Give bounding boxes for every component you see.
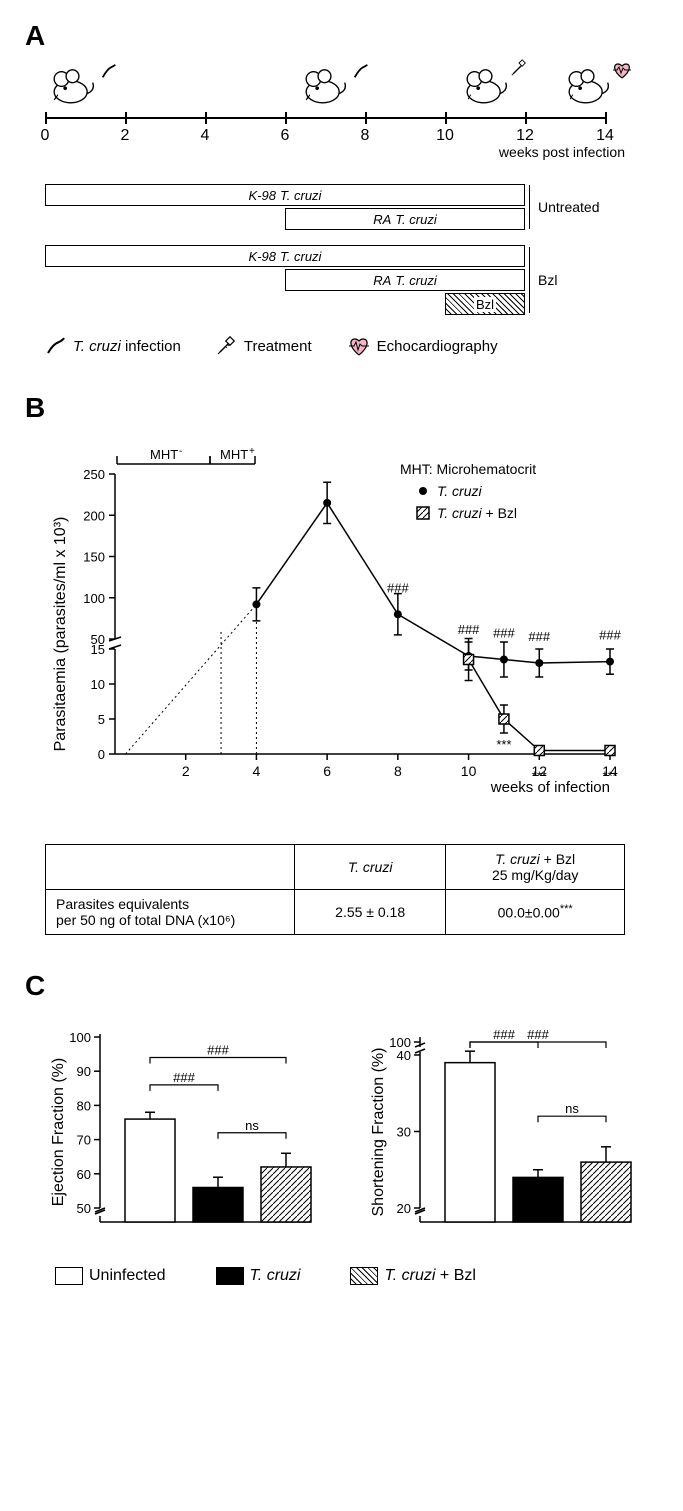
panel-a-legend: T. cruzi infection Treatment Echocardiog…	[45, 335, 645, 357]
legend-infection: T. cruzi infection	[45, 336, 181, 356]
svg-text:60: 60	[77, 1167, 91, 1182]
svg-text:80: 80	[77, 1098, 91, 1113]
mice-row	[55, 62, 615, 107]
svg-text:100: 100	[83, 591, 105, 606]
svg-text:###: ###	[493, 1027, 515, 1042]
shortening-fraction-chart: Shortening Fraction (%) 20 30 40100 ### ###…	[365, 1012, 645, 1247]
svg-text:***: ***	[532, 769, 547, 784]
svg-text:6: 6	[323, 763, 331, 779]
svg-text:###: ###	[527, 1027, 549, 1042]
heart-icon	[611, 59, 633, 81]
parasite-table: T. cruzi T. cruzi + Bzl25 mg/Kg/day Para…	[45, 844, 625, 935]
legend-tcruzi: T. cruzi	[216, 1267, 301, 1285]
protocol-untreated: K-98 T. cruzi RA T. cruzi Untreated	[45, 184, 645, 230]
svg-text:T. cruzi: T. cruzi	[437, 483, 482, 499]
svg-text:###: ###	[458, 622, 480, 637]
ejection-fraction-chart: Ejection Fraction (%) 50 60 70 80 90 100 ### #…	[45, 1012, 325, 1247]
svg-text:***: ***	[496, 737, 511, 752]
svg-text:***: ***	[602, 769, 617, 784]
svg-text:15: 15	[91, 642, 105, 657]
mht-legend: MHT: Microhematocrit	[400, 461, 536, 477]
svg-text:T. cruzi + Bzl: T. cruzi + Bzl	[437, 505, 517, 521]
table-row-label: Parasites equivalentsper 50 ng of total …	[46, 890, 295, 935]
legend-treatment: Treatment	[216, 336, 312, 356]
svg-text:90: 90	[77, 1064, 91, 1079]
svg-text:5: 5	[98, 712, 105, 727]
parasitaemia-chart: MHT- MHT+ MHT: Microhematocrit T. cruzi …	[45, 434, 645, 819]
panel-b: B MHT- MHT+ MHT: Microhematocrit T. cruz…	[25, 392, 658, 935]
mouse-icon	[560, 62, 615, 107]
legend-echo: Echocardiography	[347, 335, 498, 357]
timeline-container: 02468101214 weeks post infection K-98 T.…	[45, 62, 645, 357]
table-header-bzl: T. cruzi + Bzl25 mg/Kg/day	[446, 845, 625, 890]
panel-b-label: B	[25, 392, 658, 424]
timeline-xlabel: weeks post infection	[499, 144, 625, 160]
table-val-bzl: 00.0±0.00***	[446, 890, 625, 935]
mouse-icon	[45, 62, 100, 107]
svg-text:ns: ns	[565, 1101, 579, 1116]
mouse-week10	[458, 62, 513, 107]
mouse-icon	[458, 62, 513, 107]
svg-text:200: 200	[83, 508, 105, 523]
panel-a: A	[25, 20, 658, 357]
legend-tcruzi-bzl: T. cruzi + Bzl	[350, 1267, 475, 1285]
mouse-week0	[45, 62, 100, 107]
svg-text:100: 100	[69, 1030, 91, 1045]
svg-text:+: +	[249, 446, 255, 457]
panel-a-label: A	[25, 20, 658, 52]
mouse-icon	[297, 62, 352, 107]
parasite-icon	[352, 62, 370, 80]
svg-text:###: ###	[207, 1043, 229, 1058]
svg-text:###: ###	[528, 629, 550, 644]
panel-c-legend: Uninfected T. cruzi T. cruzi + Bzl	[55, 1267, 658, 1285]
svg-text:50: 50	[77, 1201, 91, 1216]
svg-text:2: 2	[182, 763, 190, 779]
table-header-tcruzi: T. cruzi	[294, 845, 445, 890]
untreated-label: Untreated	[538, 199, 599, 215]
svg-text:8: 8	[394, 763, 402, 779]
svg-text:Ejection Fraction (%): Ejection Fraction (%)	[50, 1058, 67, 1207]
legend-uninfected: Uninfected	[55, 1267, 166, 1285]
svg-text:MHT: MHT	[150, 447, 178, 462]
timeline-axis: 02468101214 weeks post infection	[45, 112, 645, 142]
svg-text:10: 10	[461, 763, 477, 779]
line-chart-svg: MHT- MHT+ MHT: Microhematocrit T. cruzi …	[45, 434, 645, 814]
protocol-bzl: K-98 T. cruzi RA T. cruzi Bzl Bzl	[45, 245, 645, 315]
svg-text:###: ###	[493, 626, 515, 641]
svg-text:40: 40	[397, 1048, 411, 1063]
panel-c-label: C	[25, 970, 658, 1002]
svg-text:###: ###	[173, 1070, 195, 1085]
mouse-week6	[297, 62, 352, 107]
svg-text:100: 100	[389, 1035, 411, 1050]
panel-c-charts: Ejection Fraction (%) 50 60 70 80 90 100 ### #…	[45, 1012, 658, 1247]
syringe-icon	[216, 336, 238, 356]
heart-icon	[347, 335, 371, 357]
svg-text:###: ###	[387, 580, 409, 595]
svg-text:250: 250	[83, 467, 105, 482]
syringe-icon	[510, 59, 528, 77]
bzl-label: Bzl	[538, 272, 557, 288]
svg-text:MHT: MHT	[220, 447, 248, 462]
svg-text:30: 30	[397, 1125, 411, 1140]
b-ylabel: Parasitaemia (parasites/ml x 10³)	[52, 517, 69, 752]
svg-text:-: -	[179, 446, 182, 457]
svg-text:150: 150	[83, 550, 105, 565]
parasite-icon	[100, 62, 118, 80]
svg-text:0: 0	[98, 747, 105, 762]
svg-text:4: 4	[253, 763, 261, 779]
panel-c: C Ejection Fraction (%) 50 60 70 80 90 100 ##…	[25, 970, 658, 1285]
parasite-icon	[45, 336, 67, 356]
protocol-bars: K-98 T. cruzi RA T. cruzi Untreated K-98…	[45, 184, 645, 315]
svg-text:ns: ns	[245, 1118, 259, 1133]
svg-text:10: 10	[91, 677, 105, 692]
svg-text:###: ###	[599, 628, 621, 643]
mouse-week12	[560, 62, 615, 107]
table-val-tcruzi: 2.55 ± 0.18	[294, 890, 445, 935]
b-xlabel: weeks of infection	[490, 779, 610, 796]
svg-text:20: 20	[397, 1201, 411, 1216]
svg-text:Shortening Fraction (%): Shortening Fraction (%)	[370, 1048, 387, 1217]
svg-text:70: 70	[77, 1133, 91, 1148]
